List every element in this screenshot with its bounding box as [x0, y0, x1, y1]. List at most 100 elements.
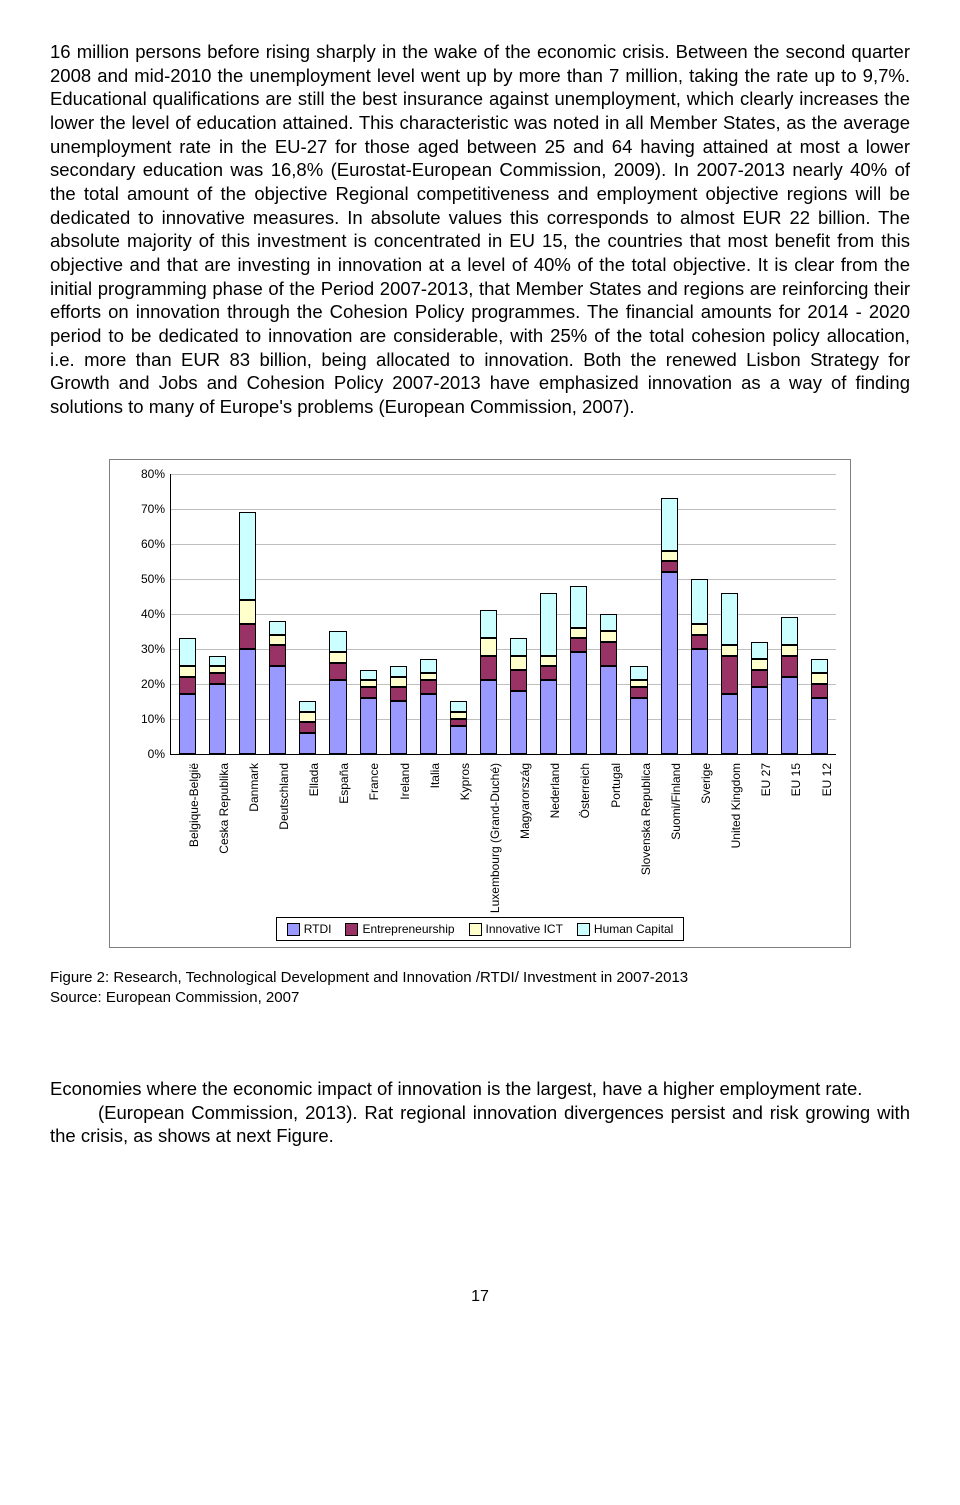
legend-swatch [577, 923, 590, 936]
bar-segment [751, 642, 768, 660]
bar-segment [540, 656, 557, 667]
bar-segment [480, 656, 497, 681]
bar-segment [329, 631, 346, 652]
bar-segment [630, 680, 647, 687]
bar-column [390, 474, 407, 754]
bar-segment [600, 642, 617, 667]
x-label: Italia [419, 759, 436, 909]
bar-segment [661, 498, 678, 551]
bar-column [540, 474, 557, 754]
chart-plot-area: 0%10%20%30%40%50%60%70%80% [170, 474, 836, 755]
bar-segment [661, 551, 678, 562]
bar-column [751, 474, 768, 754]
page-number: 17 [50, 1288, 910, 1306]
x-label: Nederland [540, 759, 557, 909]
bar-segment [239, 512, 256, 600]
bar-segment [510, 656, 527, 670]
bar-column [661, 474, 678, 754]
bar-segment [239, 624, 256, 649]
bar-segment [269, 635, 286, 646]
bar-segment [360, 680, 377, 687]
x-label: Ellada [299, 759, 316, 909]
bar-segment [329, 652, 346, 663]
bar-segment [811, 698, 828, 754]
bar-segment [721, 656, 738, 695]
para2-line2: (European Commission, 2013). Rat regiona… [50, 1101, 910, 1148]
bar-column [450, 474, 467, 754]
bar-segment [600, 666, 617, 754]
x-label: Belgique-België [178, 759, 195, 909]
bar-segment [480, 680, 497, 754]
legend-item: Innovative ICT [469, 922, 563, 936]
legend-swatch [469, 923, 482, 936]
bar-segment [721, 645, 738, 656]
y-tick: 60% [123, 537, 165, 551]
bar-segment [630, 666, 647, 680]
bar-segment [179, 666, 196, 677]
x-label: Magyarország [510, 759, 527, 909]
bar-column [600, 474, 617, 754]
figure-caption: Figure 2: Research, Technological Develo… [50, 968, 910, 1007]
bar-segment [691, 624, 708, 635]
bar-segment [390, 666, 407, 677]
bar-segment [269, 666, 286, 754]
bar-segment [360, 687, 377, 698]
legend-item: RTDI [287, 922, 332, 936]
x-label: Portugal [600, 759, 617, 909]
x-label: United Kingdom [721, 759, 738, 909]
bar-segment [329, 663, 346, 681]
bar-segment [661, 572, 678, 754]
figure-caption-line2: Source: European Commission, 2007 [50, 989, 299, 1006]
bar-segment [781, 656, 798, 677]
bar-column [630, 474, 647, 754]
bar-segment [299, 733, 316, 754]
x-label: Danmark [238, 759, 255, 909]
x-label: Suomi/Finland [660, 759, 677, 909]
bar-segment [721, 593, 738, 646]
bar-segment [480, 610, 497, 638]
bar-segment [781, 617, 798, 645]
x-label: Deutschland [268, 759, 285, 909]
bar-segment [450, 701, 467, 712]
y-tick: 30% [123, 642, 165, 656]
x-label: Kypros [449, 759, 466, 909]
figure-caption-line1: Figure 2: Research, Technological Develo… [50, 969, 688, 986]
bar-segment [751, 659, 768, 670]
bar-column [691, 474, 708, 754]
bar-segment [209, 673, 226, 684]
bar-segment [360, 670, 377, 681]
y-tick: 80% [123, 467, 165, 481]
bar-segment [269, 645, 286, 666]
bar-segment [691, 579, 708, 625]
bar-column [420, 474, 437, 754]
bar-segment [570, 586, 587, 628]
bar-segment [209, 656, 226, 667]
bar-segment [360, 698, 377, 754]
bar-column [239, 474, 256, 754]
bar-segment [781, 677, 798, 754]
bar-segment [540, 593, 557, 656]
x-label: Ceska Republika [208, 759, 225, 909]
bar-segment [540, 680, 557, 754]
bar-segment [420, 659, 437, 673]
bar-column [209, 474, 226, 754]
x-label: Luxembourg (Grand-Duché) [479, 759, 496, 909]
bar-segment [299, 701, 316, 712]
bar-column [811, 474, 828, 754]
bar-segment [179, 638, 196, 666]
bar-segment [630, 687, 647, 698]
bar-segment [329, 680, 346, 754]
bar-segment [390, 701, 407, 754]
legend-swatch [345, 923, 358, 936]
bar-segment [179, 694, 196, 754]
bar-column [570, 474, 587, 754]
y-tick: 70% [123, 502, 165, 516]
bar-column [360, 474, 377, 754]
bar-segment [811, 684, 828, 698]
bar-segment [630, 698, 647, 754]
bar-segment [209, 684, 226, 754]
bar-segment [269, 621, 286, 635]
bar-column [329, 474, 346, 754]
bar-segment [510, 670, 527, 691]
bar-segment [600, 614, 617, 632]
